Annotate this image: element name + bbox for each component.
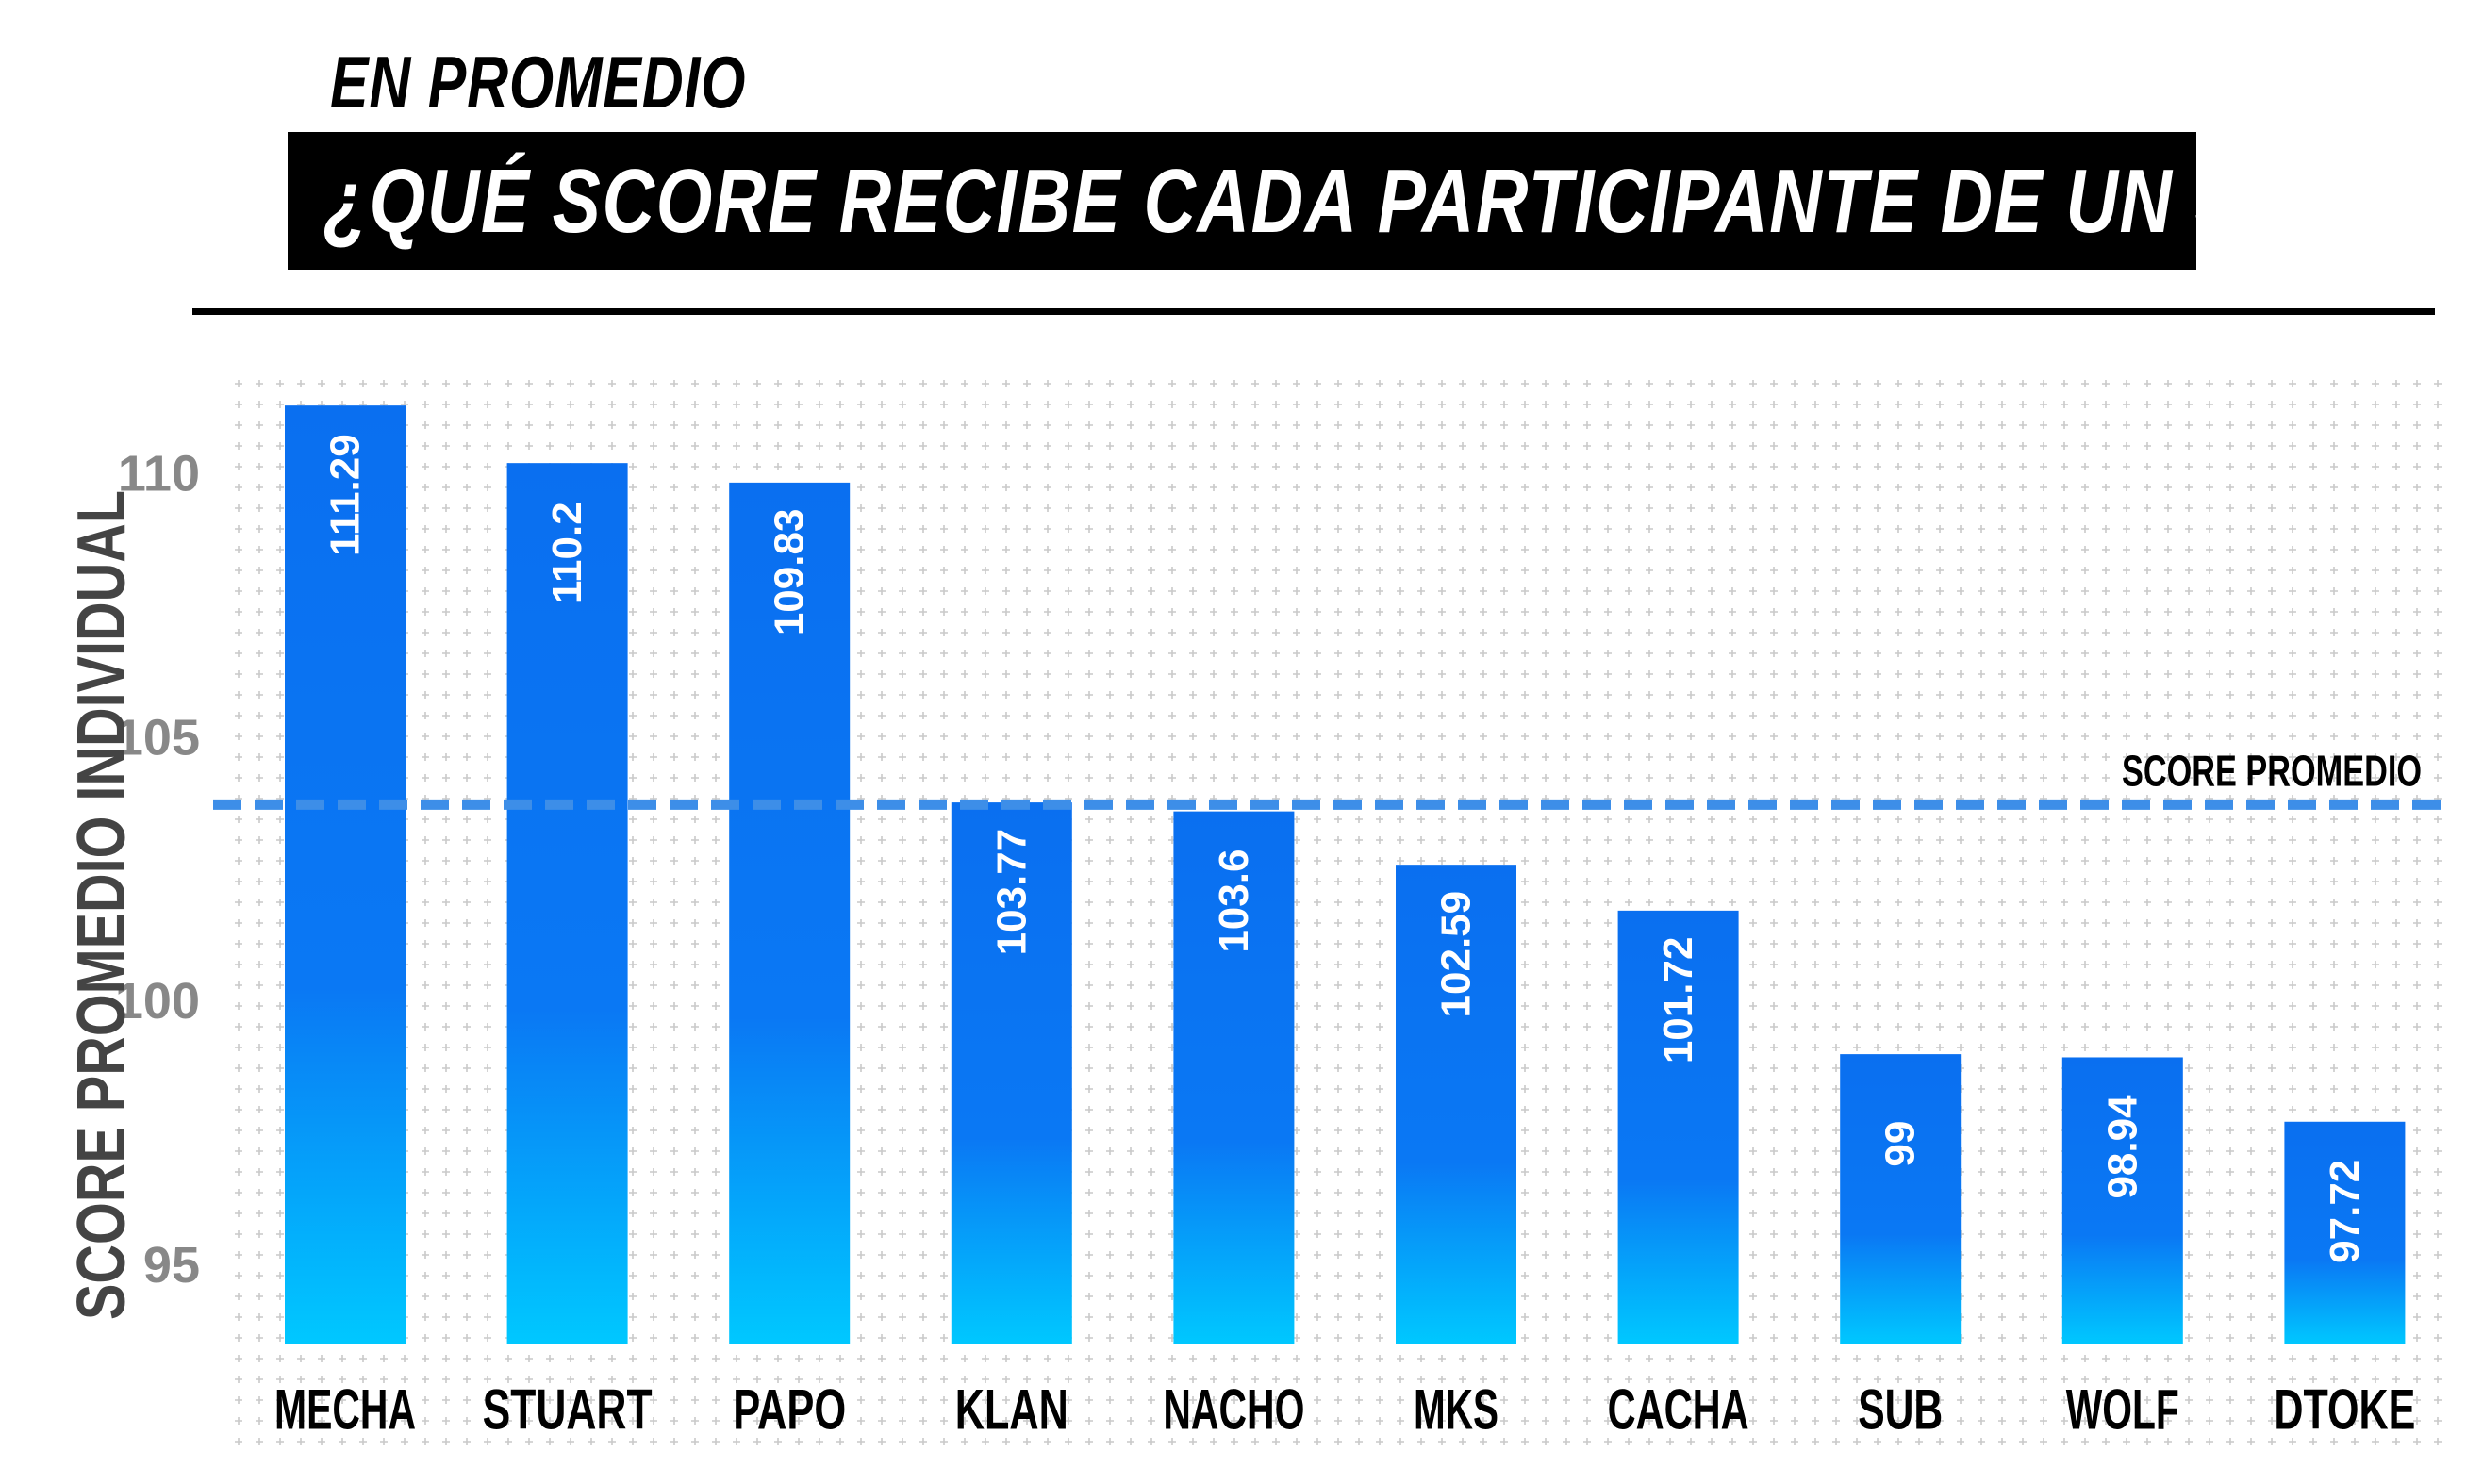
x-tick-label: DTOKE [2274, 1378, 2415, 1442]
bar-papo [729, 482, 851, 1344]
chart-title-box: ¿QUÉ SCORE RECIBE CADA PARTICIPANTE DE U… [288, 132, 2196, 270]
bar-mks [1396, 865, 1516, 1344]
bar-value-label: 98.94 [2099, 1095, 2145, 1199]
bar-sub [1840, 1054, 1962, 1344]
x-tick-label: STUART [483, 1378, 653, 1442]
bar-value-label: 109.83 [767, 509, 813, 636]
bar-value-label: 103.77 [988, 829, 1035, 956]
y-axis-ticks: 95 100 105 110 [115, 445, 200, 1294]
x-axis-labels: MECHA STUART PAPO KLAN NACHO MKS CACHA SUB WOLF D… [274, 1378, 2415, 1442]
x-tick-label: MKS [1414, 1378, 1498, 1442]
bar-nacho [1173, 811, 1295, 1344]
bar-value-label: 103.6 [1211, 849, 1257, 953]
bar-wolf [2061, 1057, 2183, 1344]
x-tick-label: PAPO [733, 1378, 846, 1442]
bar-stuart [506, 463, 628, 1344]
y-tick-label: 95 [143, 1237, 200, 1294]
bar-cacha [1617, 910, 1739, 1344]
bar-klan [951, 802, 1072, 1344]
y-axis-label: SCORE PROMEDIO INDIVIDUAL [64, 489, 140, 1321]
y-tick-label: 100 [115, 973, 200, 1030]
bar-value-label: 111.29 [323, 434, 369, 556]
bar-mecha [285, 405, 406, 1344]
x-tick-label: CACHA [1608, 1378, 1749, 1442]
bars-group: 111.29 110.2 109.83 103.77 103.6 102.59 101.72… [285, 405, 2406, 1344]
title-divider [192, 308, 2435, 315]
y-tick-label: 105 [115, 709, 200, 766]
bar-value-label: 102.59 [1433, 891, 1480, 1018]
bar-dtoke [2284, 1121, 2406, 1344]
bar-value-label: 99 [1878, 1121, 1924, 1167]
y-tick-label: 110 [118, 445, 200, 502]
reference-line-label: SCORE PROMEDIO [2122, 746, 2422, 795]
x-tick-label: NACHO [1163, 1378, 1304, 1442]
x-tick-label: MECHA [274, 1378, 416, 1442]
x-tick-label: WOLF [2066, 1378, 2179, 1442]
x-tick-label: SUB [1858, 1378, 1943, 1442]
chart-title: ¿QUÉ SCORE RECIBE CADA PARTICIPANTE DE U… [323, 151, 2196, 252]
bar-value-label: 110.2 [544, 502, 590, 603]
bar-value-label: 101.72 [1655, 937, 1701, 1064]
x-tick-label: KLAN [955, 1378, 1068, 1442]
chart-kicker: EN PROMEDIO [330, 41, 747, 124]
reference-line-group: SCORE PROMEDIO [213, 746, 2454, 810]
bar-value-label: 97.72 [2322, 1160, 2368, 1263]
